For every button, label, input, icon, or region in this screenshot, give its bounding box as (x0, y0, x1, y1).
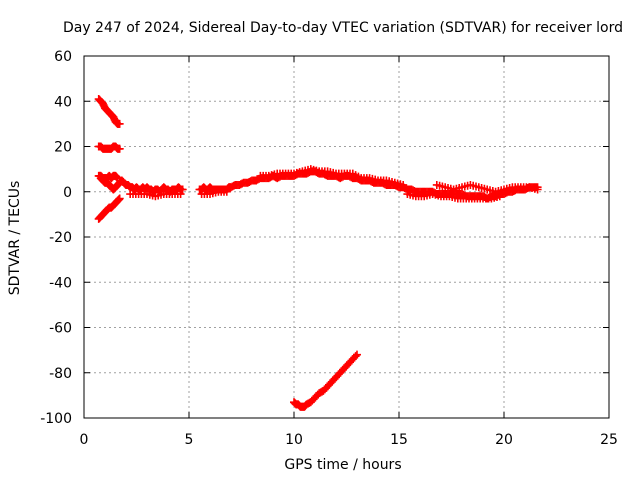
x-tick-label: 25 (600, 432, 618, 448)
x-tick-label: 0 (80, 432, 89, 448)
y-tick-label: -80 (49, 366, 72, 382)
y-tick-label: 60 (54, 49, 72, 65)
y-tick-labels: 60 40 20 0 -20 -40 -60 -80 -100 (40, 49, 72, 427)
x-tick-label: 5 (185, 432, 194, 448)
x-tick-label: 15 (390, 432, 408, 448)
data-points (94, 94, 542, 411)
series-arc-down (94, 194, 124, 223)
y-tick-label: -60 (49, 321, 72, 337)
series-arc-20 (94, 142, 124, 153)
x-tick-label: 20 (495, 432, 513, 448)
series-arc-bottom (290, 350, 361, 411)
y-tick-label: 0 (63, 185, 72, 201)
data-point (222, 187, 231, 196)
series-arc-8 (94, 171, 122, 183)
data-point (115, 144, 124, 153)
y-axis-label: SDTVAR / TECUs (7, 181, 23, 296)
x-tick-labels: 0 5 10 15 20 25 (80, 432, 618, 448)
data-point (115, 119, 124, 128)
data-point (353, 350, 361, 359)
series-upper-band (256, 165, 542, 196)
y-tick-label: -20 (49, 230, 72, 246)
data-point (176, 190, 185, 199)
data-point (533, 185, 542, 194)
x-tick-label: 10 (285, 432, 303, 448)
data-point (495, 192, 504, 201)
data-point (351, 352, 360, 361)
grid (84, 56, 609, 418)
y-tick-label: -100 (40, 411, 72, 427)
y-tick-label: 40 (54, 94, 72, 110)
series-arc-top (94, 94, 124, 128)
data-point (399, 180, 408, 189)
plot-frame (83, 55, 610, 419)
data-point (113, 174, 122, 183)
series-main-band (96, 167, 542, 203)
chart-title: Day 247 of 2024, Sidereal Day-to-day VTE… (63, 20, 623, 36)
data-point (178, 185, 187, 194)
y-tick-label: 20 (54, 140, 72, 156)
series-lower-band (126, 187, 504, 203)
data-point (115, 194, 124, 203)
x-axis-label: GPS time / hours (284, 457, 401, 473)
y-tick-label: -40 (49, 275, 72, 291)
